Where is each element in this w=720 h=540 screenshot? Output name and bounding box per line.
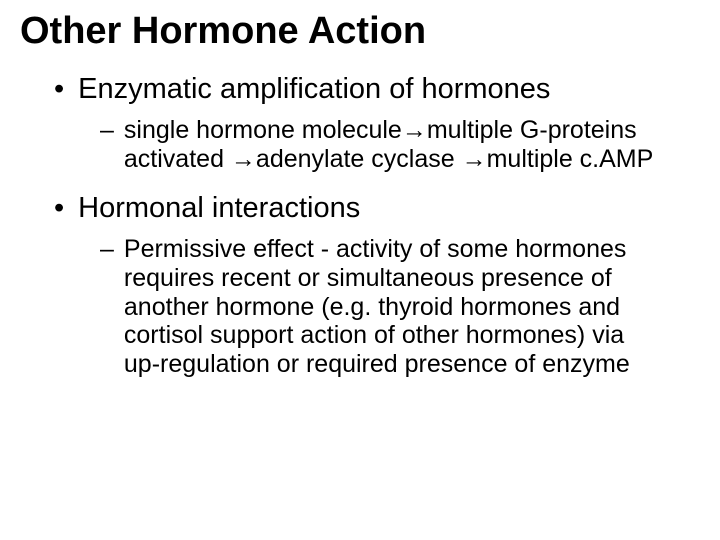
bullet-text: Hormonal interactions (78, 192, 360, 225)
slide-title: Other Hormone Action (20, 10, 700, 53)
slide: Other Hormone Action • Enzymatic amplifi… (0, 0, 720, 540)
bullet-level1: • Enzymatic amplification of hormones (54, 73, 700, 106)
bullet-text: Enzymatic amplification of hormones (78, 73, 550, 106)
bullet-level2: – single hormone molecule→multiple G-pro… (100, 116, 660, 174)
bullet-marker: • (54, 73, 64, 106)
bullet-text: Permissive effect - activity of some hor… (124, 235, 660, 379)
bullet-text: single hormone molecule→multiple G-prote… (124, 116, 660, 174)
bullet-level1: • Hormonal interactions (54, 192, 700, 225)
bullet-marker: • (54, 192, 64, 225)
bullet-marker: – (100, 235, 114, 264)
bullet-level2: – Permissive effect - activity of some h… (100, 235, 660, 379)
bullet-marker: – (100, 116, 114, 145)
